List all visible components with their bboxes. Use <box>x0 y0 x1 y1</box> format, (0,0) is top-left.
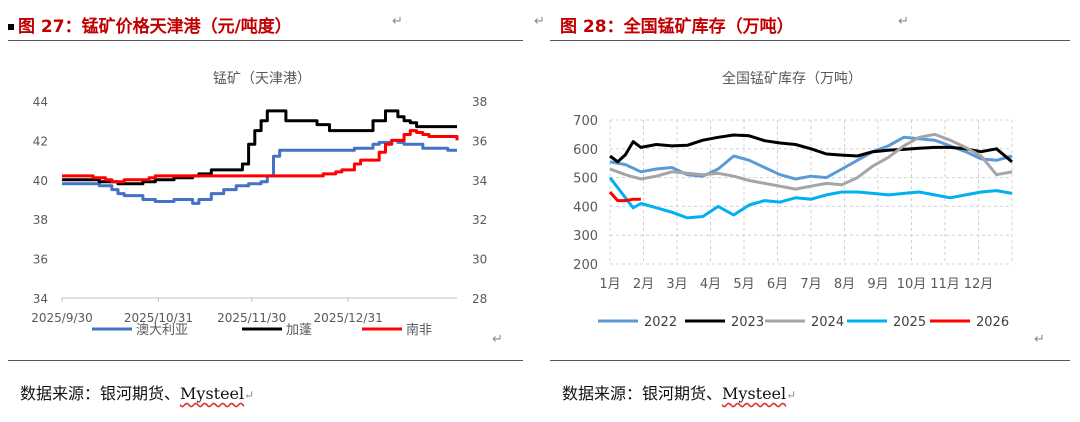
legend-label: 2024 <box>811 315 844 330</box>
bottom-rule <box>550 360 1070 361</box>
figure-27-panel: 图 27：锰矿价格天津港（元/吨度） ↵ 锰矿（天津港） 44 42 40 38 36 3… <box>0 0 530 422</box>
series-line-加蓬 <box>62 109 457 186</box>
title-rule <box>550 40 1070 41</box>
x-tick-label: 11月 <box>930 277 960 292</box>
x-tick-label: 10月 <box>897 277 927 292</box>
x-tick-label: 3月 <box>666 277 687 292</box>
series-line-2024 <box>609 132 1013 191</box>
legend-label: 澳大利亚 <box>136 322 188 338</box>
return-mark: ↵ <box>1034 332 1045 347</box>
y-tick-label-right: 38 <box>472 95 487 109</box>
x-tick-label: 4月 <box>700 277 721 292</box>
return-mark: ↵ <box>786 388 797 402</box>
y-tick-label-left: 34 <box>33 292 48 306</box>
legend-label: 2023 <box>731 315 764 330</box>
x-tick-label: 5月 <box>733 277 754 292</box>
y-tick-label: 700 <box>573 114 598 129</box>
y-tick-label: 400 <box>573 200 598 215</box>
y-tick-label: 600 <box>573 143 598 158</box>
y-tick-label: 500 <box>573 172 598 187</box>
legend-label: 2025 <box>893 315 926 330</box>
x-tick-label: 6月 <box>767 277 788 292</box>
source-text: 数据来源：银河期货、 <box>20 384 181 403</box>
y-tick-label-left: 36 <box>33 253 48 267</box>
y-tick-label-right: 36 <box>472 134 487 148</box>
chart-title: 全国锰矿库存（万吨） <box>722 70 862 87</box>
series-line-澳大利亚 <box>62 138 457 205</box>
series-line-2026 <box>608 190 641 203</box>
return-mark: ↵ <box>244 388 255 402</box>
x-tick-label: 9月 <box>867 277 888 292</box>
series-line-2023 <box>609 133 1013 164</box>
figure-28-title-text: 图 28：全国锰矿库存（万吨） <box>560 17 794 37</box>
figure-28-panel: ↵ 图 28：全国锰矿库存（万吨） ↵ 全国锰矿库存（万吨） 700 600 500… <box>534 0 1080 422</box>
return-mark: ↵ <box>534 14 545 29</box>
manganese-inventory-chart: 全国锰矿库存（万吨） 700 600 500 400 300 200 1月 2月 3月 4月 5月… <box>573 70 1013 330</box>
series-line-2025 <box>608 176 1013 220</box>
series-line-2022 <box>609 135 1013 181</box>
x-tick-label: 12月 <box>964 277 994 292</box>
x-tick-label: 7月 <box>800 277 821 292</box>
x-tick-label: 1月 <box>599 277 620 292</box>
source-brand: Mysteel <box>180 384 245 403</box>
return-mark: ↵ <box>898 14 909 29</box>
y-tick-label-right: 28 <box>472 292 487 306</box>
series-line-南非 <box>62 129 459 184</box>
y-tick-label-left: 42 <box>33 134 48 148</box>
legend-label: 加蓬 <box>286 323 312 338</box>
x-tick-label: 2025/12/31 <box>314 311 383 325</box>
y-tick-label-left: 40 <box>33 174 48 188</box>
return-mark: ↵ <box>392 14 403 29</box>
title-rule <box>8 40 523 41</box>
bullet-square-icon <box>8 24 14 30</box>
source-brand: Mysteel <box>722 384 787 403</box>
y-tick-label-left: 44 <box>33 95 48 109</box>
chart-title: 锰矿（天津港） <box>213 71 311 87</box>
figure-27-title-text: 图 27：锰矿价格天津港（元/吨度） <box>18 17 292 37</box>
y-tick-label-right: 32 <box>472 213 487 227</box>
legend-label: 2022 <box>644 315 677 330</box>
y-tick-label-left: 38 <box>33 213 48 227</box>
return-mark: ↵ <box>492 332 503 347</box>
x-tick-label: 2月 <box>633 277 654 292</box>
manganese-price-chart: 锰矿（天津港） 44 42 40 38 36 34 38 36 34 32 30 28 2025/9… <box>31 71 487 338</box>
y-tick-label: 300 <box>573 229 598 244</box>
x-tick-label: 2025/9/30 <box>31 311 93 325</box>
figure-27-title: 图 27：锰矿价格天津港（元/吨度） <box>8 12 292 37</box>
y-tick-label: 200 <box>573 258 598 273</box>
figure-28-title: 图 28：全国锰矿库存（万吨） <box>560 12 794 37</box>
y-tick-label-right: 34 <box>472 174 487 188</box>
legend-label: 2026 <box>976 315 1009 330</box>
legend-label: 南非 <box>406 322 432 338</box>
data-source: 数据来源：银河期货、Mysteel↵ <box>20 380 254 404</box>
x-tick-label: 2025/10/31 <box>124 311 193 325</box>
x-tick-label: 8月 <box>834 277 855 292</box>
source-text: 数据来源：银河期货、 <box>562 384 723 403</box>
x-tick-label: 2025/11/30 <box>217 311 286 325</box>
y-tick-label-right: 30 <box>472 253 487 267</box>
bottom-rule <box>8 360 523 361</box>
data-source: 数据来源：银河期货、Mysteel↵ <box>562 380 796 404</box>
